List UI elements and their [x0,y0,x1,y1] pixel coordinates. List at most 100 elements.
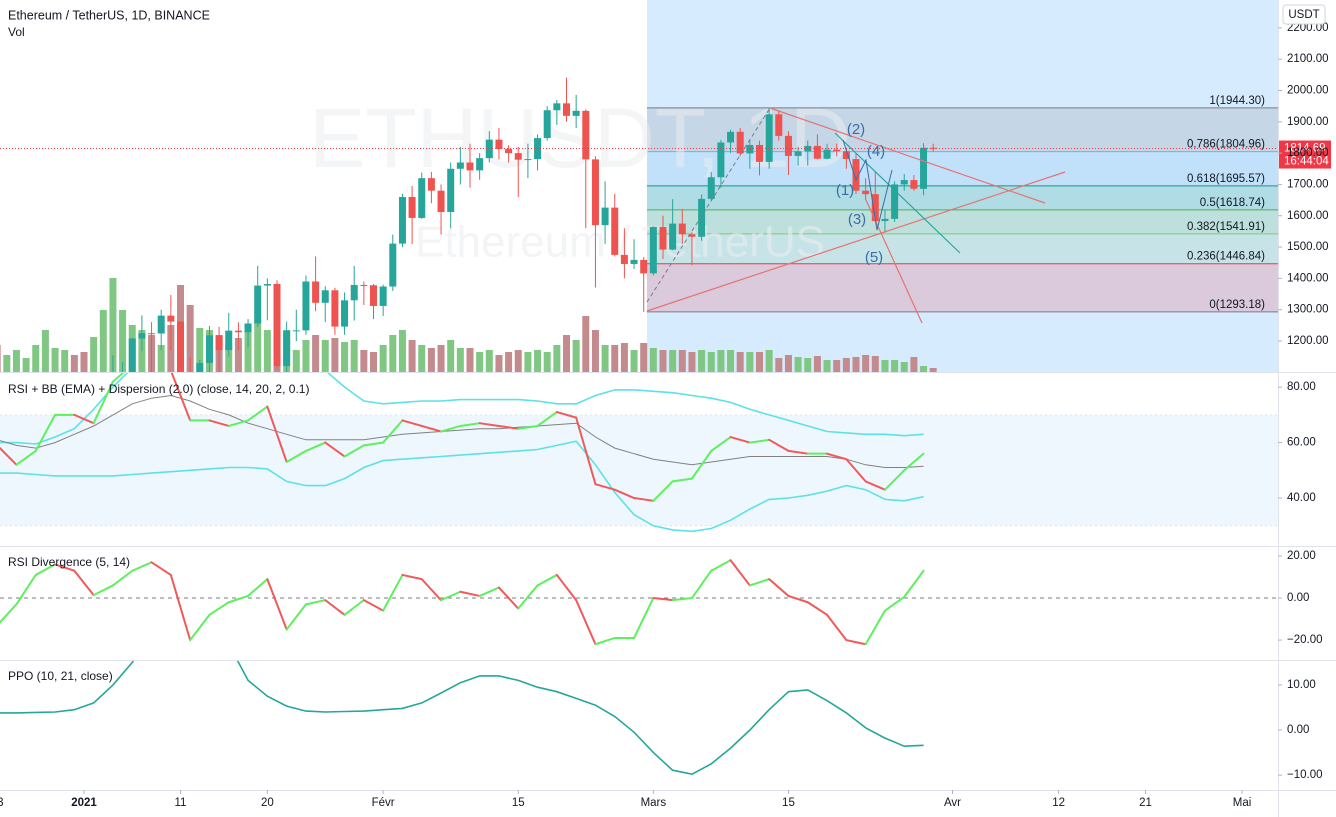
candle-body [341,300,349,327]
indicator-segment [748,578,771,587]
volume-bar [833,360,841,372]
indicator-segment [826,452,848,461]
volume-bar [804,358,812,372]
candle-body [727,131,735,143]
volume-bar [350,340,358,372]
volume-bar [32,345,40,372]
indicator-line [0,661,924,776]
indicator-segment [324,441,346,458]
volume-bar [524,352,532,372]
candle-body [862,190,870,195]
candle-body [620,254,628,264]
indicator-segment [304,441,327,452]
candle-body [389,243,397,287]
indicator-segment [0,603,18,624]
fib-label: 0.618(1695.57) [1187,173,1265,185]
indicator-segment [517,584,539,610]
candle-body [630,259,638,264]
candle-body [263,284,271,286]
volume-bar [447,340,455,372]
trend-line [834,132,961,254]
indicator-segment [729,436,751,444]
volume-bar [234,338,242,372]
volume-bar [640,343,648,372]
volume-bar [408,340,416,372]
indicator-segment [710,436,732,452]
indicator-segment [555,573,578,602]
candle-body [437,190,445,212]
y-tick-label: 2200.00 [1287,22,1329,34]
indicator-segment [34,413,57,452]
indicator-segment [903,569,925,598]
candle-body [563,103,570,116]
volume-bar [12,350,20,372]
candles [0,77,1278,372]
currency[interactable]: USDT [1288,9,1319,21]
volume-bar [3,355,11,372]
fib-label: 0.786(1804.96) [1187,139,1265,151]
candle-body [312,281,320,303]
candle-body [659,227,667,250]
candle-body [736,131,744,154]
x-tick-label: Mai [1233,797,1252,809]
indicator-segment [555,411,578,419]
x-tick-label: 12 [1052,797,1065,809]
indicator-segment [73,413,95,425]
x-tick-label: 21 [1139,797,1152,809]
currency-box[interactable] [1282,4,1326,25]
volume-bar [379,345,387,372]
indicator-segment [131,561,153,572]
indicator-segment [343,599,365,616]
ppo-pane [0,661,924,776]
candle-body [784,135,792,156]
volume-bar [244,330,252,372]
candle-body [553,103,561,111]
watermark-sub: Ethereum / TetherUS [415,218,825,267]
volume-bar [727,350,735,372]
volume-bar [669,350,677,372]
volume-bar [398,330,406,372]
candle-body [920,147,928,189]
candle-body [234,330,242,333]
candle-body [794,151,802,156]
x-tick-label: 15 [512,797,525,809]
candle-body [582,110,590,160]
candle-body [842,151,850,160]
volume-bar [61,350,69,372]
indicator-segment [536,411,558,427]
volume-bar [543,352,551,372]
pane-title: RSI + BB (EMA) + Dispersion (2.0) (close… [8,382,309,396]
y-tick-label: 80.00 [1287,381,1316,393]
candle-body [398,196,406,244]
fib-zone [647,107,1278,152]
x-tick-label: Mars [641,797,667,809]
volume-bar [225,345,233,372]
candle-body [591,159,599,226]
wave-label: (3) [848,211,866,228]
candle-body [321,290,329,303]
volume-bar [254,320,262,372]
volume-bar [157,345,165,372]
candle-body [881,218,889,222]
volume-bar [119,310,127,372]
volume-bar [862,355,870,372]
indicator-segment [459,590,481,597]
indicator-segment [903,452,925,472]
trend-line [646,107,771,303]
y-tick-label: 1200.00 [1287,335,1329,347]
x-tick-label: 2021 [71,797,97,809]
volume-bar [563,335,570,372]
candle-body [669,223,677,250]
indicator-segment [864,609,886,646]
indicator-segment [247,578,269,597]
indicator-segment [883,595,906,612]
indicator-segment [575,416,597,486]
indicator-segment [54,563,76,572]
trend-line [646,171,1066,312]
candle-body [215,335,223,351]
indicator-segment [247,405,269,422]
y-tick-label: 1900.00 [1287,116,1329,128]
indicator-segment [671,597,693,602]
indicator-segment [497,586,520,610]
indicator-segment [227,419,250,427]
